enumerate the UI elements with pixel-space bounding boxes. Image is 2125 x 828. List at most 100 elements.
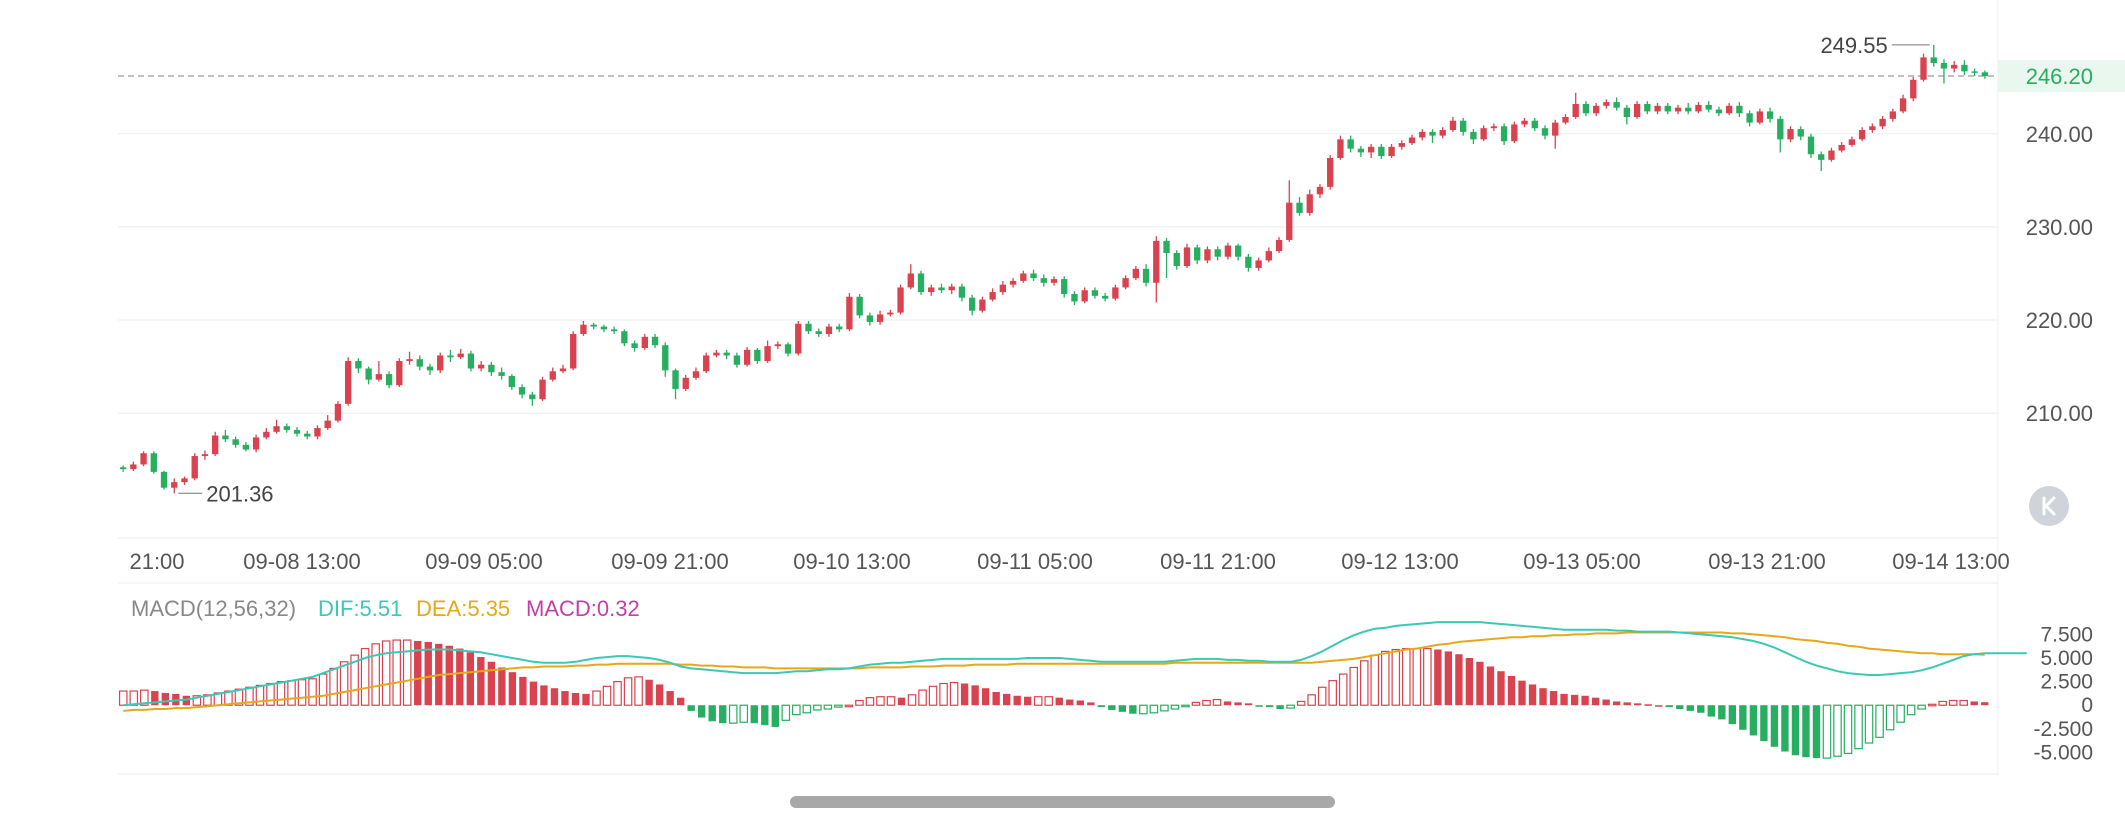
- candle: [651, 334, 659, 348]
- macd-bar: [834, 704, 843, 708]
- candle: [1009, 278, 1017, 288]
- candle-body: [1961, 64, 1968, 72]
- candle-body: [1122, 278, 1129, 288]
- candle: [437, 352, 444, 374]
- candle-body: [1020, 273, 1027, 281]
- candle: [334, 401, 342, 423]
- candle-body: [1439, 130, 1446, 136]
- candle-body: [1347, 139, 1354, 149]
- candle: [1112, 284, 1119, 301]
- macd-bar: [1033, 696, 1043, 706]
- macd-bar: [1749, 705, 1758, 736]
- candle: [1766, 107, 1774, 123]
- k-collapse-button[interactable]: [2029, 486, 2069, 526]
- candle: [600, 324, 608, 333]
- candle: [1081, 287, 1088, 304]
- macd-bar: [414, 641, 422, 706]
- candle: [1736, 102, 1743, 118]
- macd-bar: [1665, 705, 1673, 708]
- macd-bar: [1854, 704, 1863, 750]
- macd-bar: [907, 694, 917, 706]
- candle-body: [396, 361, 403, 386]
- macd-bar: [1118, 705, 1127, 712]
- candle: [498, 367, 505, 380]
- candle-body: [1419, 131, 1426, 138]
- candle: [1869, 123, 1876, 133]
- macd-bar: [728, 704, 738, 724]
- macd-bar: [151, 691, 159, 706]
- candle: [836, 323, 843, 333]
- candle: [1388, 144, 1395, 158]
- candle-body: [1316, 186, 1324, 195]
- macd-bar: [1507, 675, 1516, 706]
- candle: [1347, 135, 1354, 153]
- candle-body: [651, 336, 659, 346]
- horizontal-scrollbar[interactable]: [790, 796, 1335, 808]
- candle-body: [498, 372, 505, 376]
- candle: [1316, 184, 1324, 199]
- candle-body: [600, 326, 608, 330]
- macd-bar: [1906, 704, 1916, 716]
- macd-bar: [992, 692, 1000, 706]
- macd-bar: [466, 652, 474, 706]
- candle-body: [201, 454, 209, 457]
- x-tick-label: 09-13 21:00: [1708, 549, 1825, 574]
- macd-bar: [1549, 691, 1558, 706]
- candle-body: [1889, 111, 1896, 119]
- candle-body: [385, 374, 393, 386]
- candle-body: [1378, 146, 1385, 157]
- candle-body: [1541, 128, 1549, 136]
- candle: [293, 427, 301, 437]
- candle-body: [1367, 146, 1375, 153]
- candle-body: [703, 355, 710, 372]
- candle-body: [1531, 120, 1538, 129]
- macd-bar: [939, 682, 948, 706]
- macd-y-tick-label: -5.000: [2033, 741, 2093, 764]
- macd-value-label: MACD:0.32: [526, 596, 640, 621]
- candle: [1899, 94, 1907, 114]
- candle-body: [1838, 144, 1845, 151]
- candle: [1531, 117, 1538, 131]
- macd-bar: [1948, 699, 1958, 706]
- price-y-tick-label: 240.00: [2026, 122, 2093, 147]
- candle-body: [1183, 247, 1191, 267]
- macd-bar: [550, 688, 559, 706]
- macd-bar: [719, 705, 727, 724]
- macd-bar: [161, 692, 170, 706]
- candle: [529, 391, 536, 406]
- macd-bar: [802, 704, 812, 714]
- price-gridlines: [118, 0, 1999, 775]
- candle-body: [784, 344, 792, 354]
- candle: [1633, 101, 1641, 119]
- candle: [1490, 123, 1498, 131]
- macd-bar: [1024, 696, 1032, 706]
- candle: [815, 328, 822, 337]
- macd-bar: [1707, 705, 1715, 717]
- candle-body: [457, 353, 464, 358]
- candle: [1674, 104, 1682, 115]
- candle-body: [1930, 57, 1937, 63]
- macd-y-tick-label: 5.000: [2040, 647, 2093, 670]
- macd-bar: [1812, 705, 1821, 759]
- candle-body: [1194, 247, 1201, 261]
- candle-body: [477, 364, 485, 369]
- macd-bar: [1770, 705, 1779, 747]
- candle: [1971, 68, 1978, 77]
- candle: [1460, 117, 1467, 136]
- candle-body: [1695, 104, 1702, 112]
- candle-body: [754, 349, 761, 362]
- candle: [1419, 129, 1426, 141]
- macd-bar: [1981, 702, 1989, 706]
- candlestick-series: [119, 44, 1989, 494]
- candle: [1879, 116, 1886, 130]
- price-y-axis: 210.00 220.00 230.00 240.00: [2026, 122, 2093, 426]
- macd-bar: [287, 680, 296, 706]
- candle-body: [181, 478, 188, 483]
- macd-bar: [1434, 649, 1442, 706]
- dif-line: [123, 621, 2027, 707]
- candle: [754, 347, 761, 364]
- candle-body: [160, 471, 168, 488]
- candle-body: [437, 355, 444, 371]
- macd-bar: [949, 681, 959, 706]
